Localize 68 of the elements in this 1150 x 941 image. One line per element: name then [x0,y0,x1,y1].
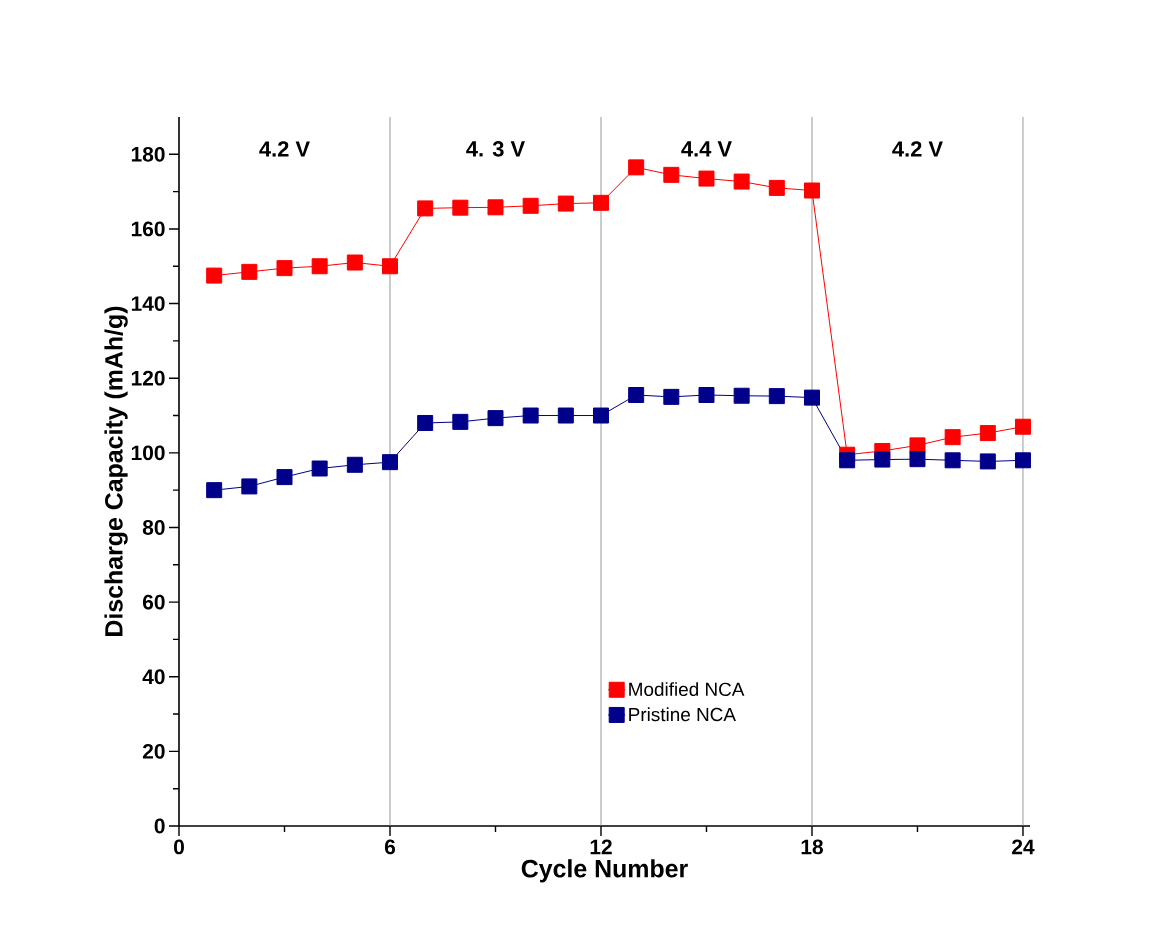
point [803,182,820,199]
point [241,263,258,280]
point [346,254,363,271]
legend-label: Modified NCA [629,682,745,697]
point [979,453,996,470]
y-tick-label: 40 [142,669,165,685]
y-tick-label: 0 [154,818,165,834]
point [663,166,680,183]
point [628,387,645,403]
point [1014,418,1031,435]
point [1014,452,1031,469]
x-tick-label: 18 [801,839,823,855]
point [733,173,750,190]
point [592,407,609,424]
point [452,413,469,430]
point [663,388,680,405]
y-tick-label: 80 [142,520,165,535]
y-axis-title: Discharge Capacity (mAh/g) [104,306,128,636]
point [768,388,785,405]
point [592,194,609,211]
y-tick-label: 180 [131,146,165,162]
point [944,429,961,446]
y-tick-label: 20 [142,743,165,759]
point [698,170,715,187]
point [382,454,398,471]
point [522,407,539,424]
point [311,460,328,477]
annotation: 4.2 V [259,141,310,157]
annotation: 4. 3 V [466,141,525,157]
point [768,179,785,196]
point [979,425,996,442]
point [346,456,363,473]
point [417,200,434,217]
annotation: 4.4 V [681,141,732,157]
point [382,258,398,275]
annotation: 4.2 V [892,141,943,157]
x-tick-label: 0 [174,839,184,855]
point [557,407,574,424]
point [944,452,961,469]
point [698,387,715,403]
point [557,195,574,212]
legend-label: Pristine NCA [629,707,736,722]
point [276,260,293,277]
y-tick-label: 160 [131,221,165,237]
point [311,258,328,275]
y-tick-label: 100 [131,445,165,461]
y-tick-label: 140 [131,296,165,311]
point [241,478,258,495]
x-tick-label: 6 [384,839,396,855]
point [487,199,504,216]
y-tick-label: 120 [131,370,165,386]
point [487,410,504,427]
x-axis-title: Cycle Number [521,859,688,883]
point [803,389,820,406]
point [417,414,434,431]
point [206,267,223,284]
point [874,451,891,468]
point [733,387,750,404]
point [276,469,293,486]
y-tick-label: 60 [142,594,165,610]
point [452,199,469,216]
x-tick-label: 24 [1012,839,1035,855]
point [909,451,926,468]
point [522,197,539,214]
point [839,452,856,469]
point [628,159,645,176]
point [206,482,223,499]
x-tick-label: 12 [590,839,612,855]
